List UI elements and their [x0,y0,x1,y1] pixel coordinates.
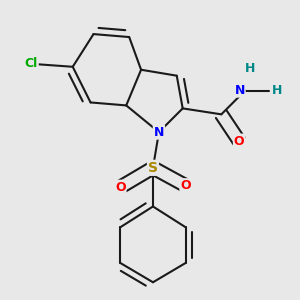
Text: N: N [154,126,164,139]
Text: H: H [244,62,255,75]
Text: S: S [148,161,158,175]
Text: O: O [115,181,126,194]
Text: Cl: Cl [25,57,38,70]
Text: H: H [272,84,282,97]
Text: N: N [235,84,245,97]
Text: O: O [180,179,191,192]
Text: O: O [234,135,244,148]
